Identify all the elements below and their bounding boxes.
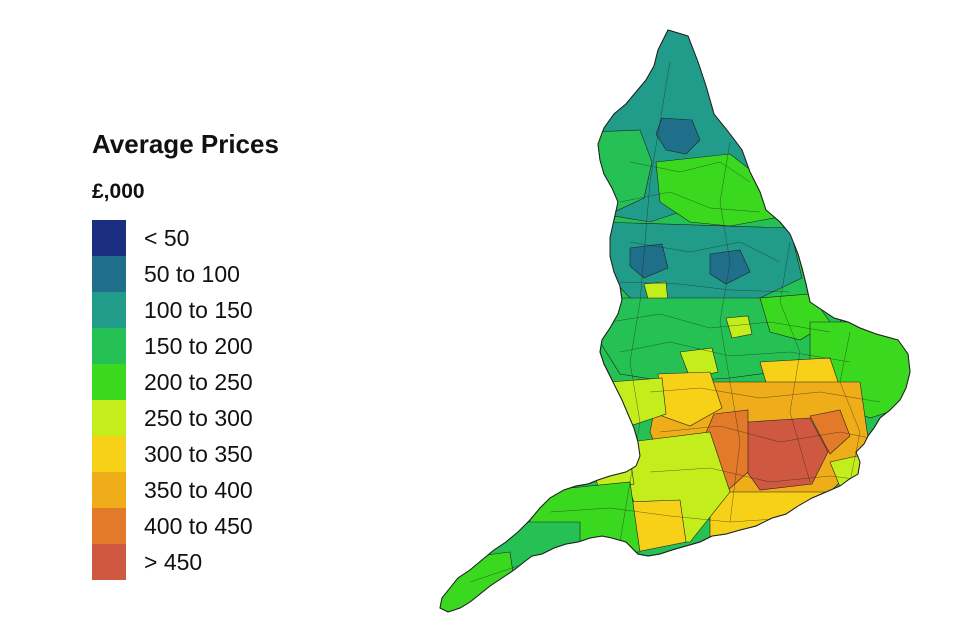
legend-label: 250 to 300 (144, 405, 253, 431)
region-rutland (725, 315, 753, 339)
legend-swatch (92, 364, 126, 400)
legend-swatch (92, 472, 126, 508)
region-north-yorkshire (655, 153, 775, 227)
legend-item: 400 to 450 (92, 508, 352, 544)
legend-swatch (92, 256, 126, 292)
legend-swatch (92, 400, 126, 436)
legend-item: 350 to 400 (92, 472, 352, 508)
legend-label: 100 to 150 (144, 297, 253, 323)
map-svg (439, 29, 911, 613)
england-map (430, 22, 930, 622)
map-regions (440, 30, 910, 612)
legend-swatch (92, 436, 126, 472)
map-coastline (439, 29, 911, 613)
region-manchester (629, 243, 669, 279)
legend-unit: £,000 (92, 180, 145, 203)
legend-swatch (92, 328, 126, 364)
legend-label: < 50 (144, 225, 190, 251)
region-durham (655, 117, 701, 155)
legend-swatch (92, 292, 126, 328)
legend-item: 100 to 150 (92, 292, 352, 328)
region-isle-of-wight (707, 539, 737, 553)
legend-list: < 50 50 to 100 100 to 150 150 to 200 200… (92, 220, 352, 580)
legend-label: 50 to 100 (144, 261, 240, 287)
legend-swatch (92, 220, 126, 256)
legend-label: 300 to 350 (144, 441, 253, 467)
legend-item: 300 to 350 (92, 436, 352, 472)
legend-item: 150 to 200 (92, 328, 352, 364)
legend-label: 150 to 200 (144, 333, 253, 359)
legend-label: 200 to 250 (144, 369, 253, 395)
legend-label: > 450 (144, 549, 203, 575)
region-hull (709, 249, 751, 285)
legend-item: < 50 (92, 220, 352, 256)
region-sussex (709, 491, 851, 543)
legend-item: > 450 (92, 544, 352, 580)
legend-item: 250 to 300 (92, 400, 352, 436)
legend-item: 50 to 100 (92, 256, 352, 292)
legend-swatch (92, 508, 126, 544)
map-legend: Average Prices £,000 < 50 50 to 100 100 … (92, 126, 352, 580)
legend-label: 350 to 400 (144, 477, 253, 503)
region-essex-west (809, 409, 851, 455)
legend-title: Average Prices (92, 129, 279, 159)
legend-label: 400 to 450 (144, 513, 253, 539)
legend-item: 200 to 250 (92, 364, 352, 400)
legend-swatch (92, 544, 126, 580)
region-cornwall (440, 551, 521, 612)
